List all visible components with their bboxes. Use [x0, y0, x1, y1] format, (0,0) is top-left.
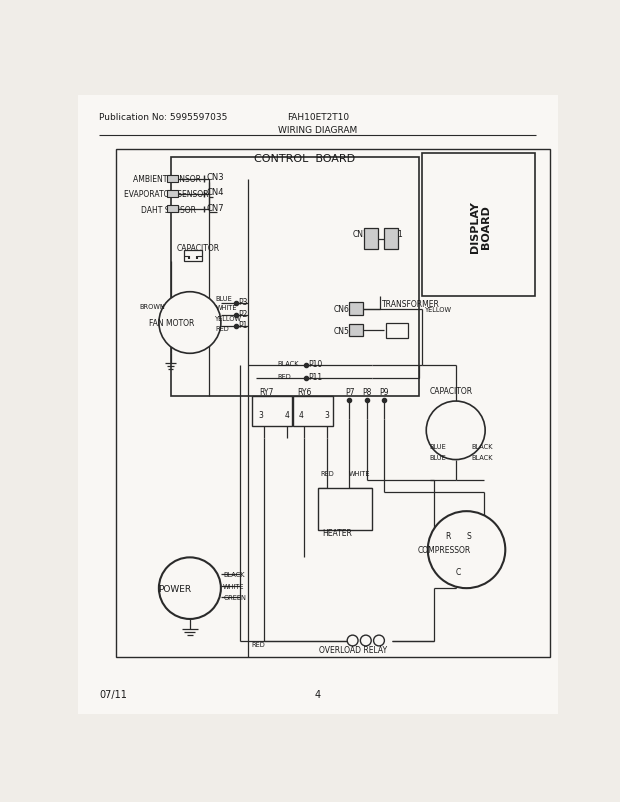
Text: P11: P11	[309, 372, 322, 382]
Bar	[167, 191, 179, 198]
Text: C: C	[456, 567, 461, 576]
Text: 4: 4	[315, 690, 321, 699]
Text: P1: P1	[239, 321, 248, 330]
Bar	[422, 154, 534, 296]
Text: P3: P3	[239, 298, 248, 307]
Text: CONTROL  BOARD: CONTROL BOARD	[254, 154, 355, 164]
Text: OVERLOAD RELAY: OVERLOAD RELAY	[319, 646, 387, 654]
Text: RY6: RY6	[298, 388, 312, 397]
Text: DISPLAY
BOARD: DISPLAY BOARD	[470, 201, 491, 253]
Circle shape	[428, 512, 505, 589]
Text: RED: RED	[252, 641, 265, 646]
Text: CN5: CN5	[334, 326, 349, 335]
Bar	[348, 325, 363, 337]
Text: P2: P2	[239, 310, 248, 318]
Bar	[117, 150, 551, 658]
Text: CN1: CN1	[353, 230, 368, 239]
Text: RED: RED	[321, 470, 335, 476]
Bar	[185, 251, 202, 261]
Text: CN7: CN7	[207, 203, 224, 213]
Text: TRANSFORMER: TRANSFORMER	[382, 299, 440, 309]
Text: 4: 4	[298, 411, 303, 420]
Text: BLACK: BLACK	[278, 361, 299, 367]
Text: CN6: CN6	[334, 305, 349, 314]
Text: RED: RED	[278, 374, 291, 380]
Text: COMPRESSOR: COMPRESSOR	[417, 545, 471, 554]
Text: R: R	[445, 532, 450, 541]
Text: CAPACITOR: CAPACITOR	[177, 243, 220, 253]
Text: DAHT SENSOR: DAHT SENSOR	[141, 205, 196, 215]
Text: P9: P9	[379, 388, 389, 397]
Text: POWER: POWER	[158, 584, 191, 593]
Text: EVAPORATOR SENSOR: EVAPORATOR SENSOR	[124, 190, 208, 199]
Bar	[167, 206, 179, 213]
Text: P8: P8	[363, 388, 372, 397]
Circle shape	[159, 293, 221, 354]
Text: WHITE: WHITE	[348, 470, 370, 476]
Text: WIRING DIAGRAM: WIRING DIAGRAM	[278, 126, 357, 135]
Text: BLACK: BLACK	[471, 455, 493, 460]
Text: eReplacementParts.com: eReplacementParts.com	[234, 409, 386, 422]
Text: GREEN: GREEN	[223, 594, 246, 601]
Circle shape	[427, 402, 485, 460]
Text: S: S	[467, 532, 471, 541]
Text: Publication No: 5995597035: Publication No: 5995597035	[99, 113, 228, 122]
Bar	[384, 229, 397, 250]
Bar	[386, 323, 408, 338]
Text: 07/11: 07/11	[99, 690, 127, 699]
Bar	[170, 158, 418, 396]
Circle shape	[159, 557, 221, 619]
Bar	[252, 396, 292, 427]
Text: YELLOW: YELLOW	[216, 315, 242, 322]
Text: BLUE: BLUE	[429, 455, 446, 460]
Text: BROWN: BROWN	[140, 303, 166, 310]
Bar	[317, 488, 372, 531]
Text: YELLOW: YELLOW	[425, 306, 452, 312]
Text: 3: 3	[258, 411, 263, 420]
Text: BLACK: BLACK	[471, 444, 493, 449]
Text: HEATER: HEATER	[322, 529, 352, 537]
Text: CN3: CN3	[207, 172, 224, 181]
Bar	[365, 229, 378, 250]
Text: WHITE: WHITE	[216, 305, 237, 310]
Text: P7: P7	[345, 388, 355, 397]
Text: P10: P10	[309, 359, 322, 368]
Text: BLACK: BLACK	[223, 572, 245, 577]
Text: BLUE: BLUE	[216, 295, 232, 302]
Text: CN4: CN4	[207, 188, 224, 196]
Bar	[167, 176, 179, 183]
Bar	[348, 303, 363, 315]
Text: WHITE: WHITE	[223, 583, 245, 589]
Text: 4: 4	[285, 411, 290, 420]
Text: AMBIENT SENSOR: AMBIENT SENSOR	[133, 175, 202, 184]
Bar	[293, 396, 334, 427]
Text: RED: RED	[216, 326, 229, 331]
Text: 3: 3	[324, 411, 329, 420]
Text: RY7: RY7	[259, 388, 273, 397]
Text: BLUE: BLUE	[429, 444, 446, 449]
Text: CN1: CN1	[388, 230, 403, 239]
Text: FAN MOTOR: FAN MOTOR	[149, 318, 195, 327]
Text: CAPACITOR: CAPACITOR	[430, 387, 473, 395]
Text: FAH10ET2T10: FAH10ET2T10	[286, 113, 349, 122]
